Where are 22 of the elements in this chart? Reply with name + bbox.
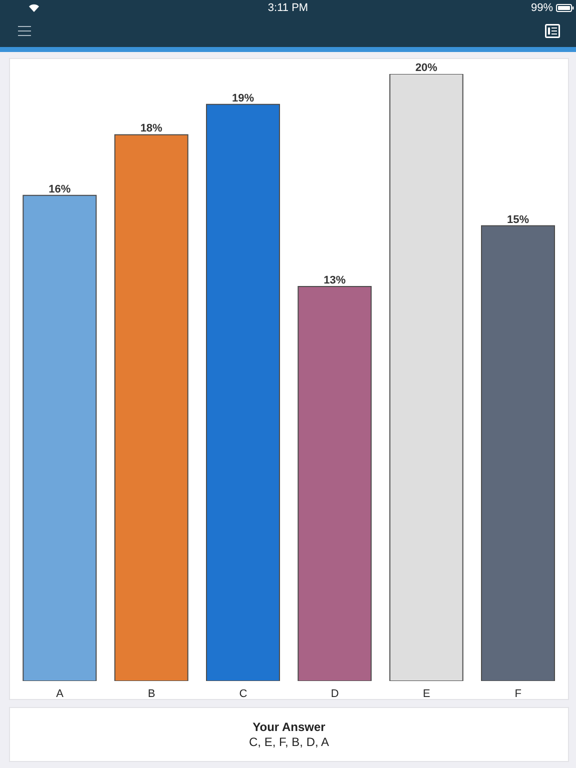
data-label: 15% bbox=[506, 214, 530, 226]
data-label: 20% bbox=[415, 62, 438, 74]
text: C, E, F, B, D, A bbox=[248, 734, 330, 750]
text: Your Answer bbox=[252, 720, 326, 734]
x-tick-label: C bbox=[239, 688, 248, 700]
bar bbox=[114, 134, 188, 681]
data-label: 13% bbox=[324, 274, 346, 286]
x-tick-label: E bbox=[422, 688, 430, 700]
x-tick-label: F bbox=[514, 688, 522, 700]
bar bbox=[481, 225, 555, 681]
bar bbox=[298, 286, 372, 681]
data-label: 19% bbox=[232, 92, 254, 104]
text: 3:11 PM bbox=[266, 1, 310, 15]
text: 99% bbox=[530, 1, 553, 15]
x-tick-label: A bbox=[56, 688, 64, 700]
x-tick-label: B bbox=[148, 688, 156, 700]
data-label: 18% bbox=[140, 122, 163, 135]
bar bbox=[389, 74, 464, 681]
x-tick-label: D bbox=[330, 688, 339, 700]
data-label: 16% bbox=[48, 183, 71, 196]
bar bbox=[22, 194, 97, 681]
bar bbox=[206, 104, 280, 681]
